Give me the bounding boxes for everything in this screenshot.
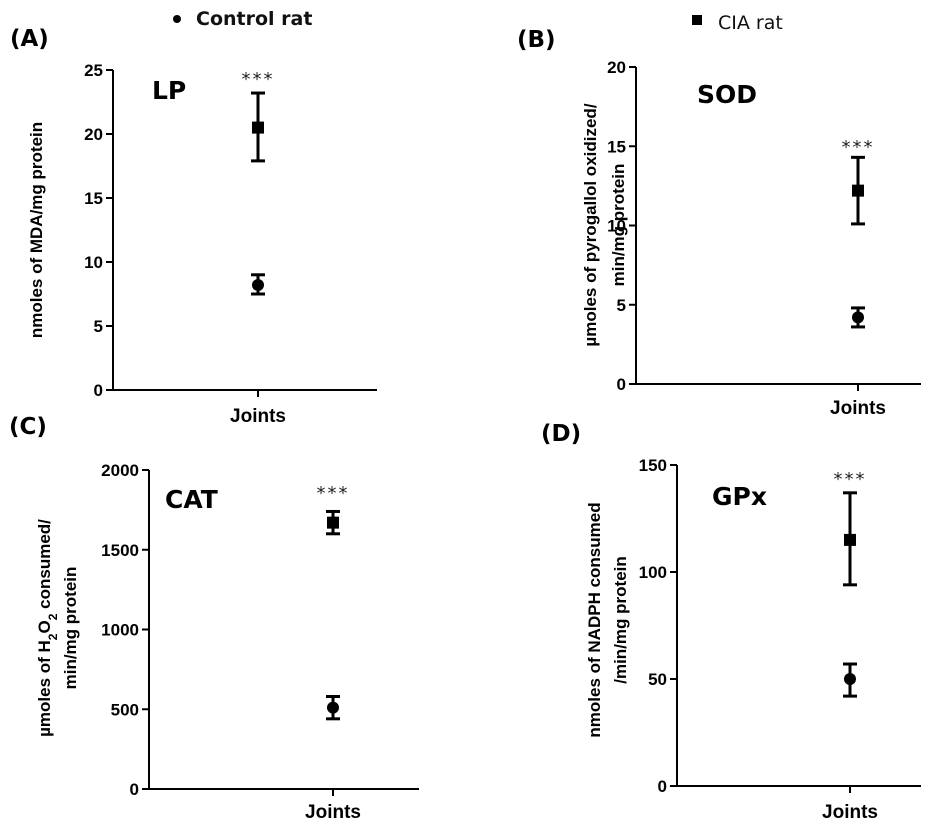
y-axis-label: nmoles of NADPH consumed <box>585 502 604 737</box>
y-axis-label: µmoles of pyrogallol oxidized/ <box>581 103 600 346</box>
y-tick-label: 1000 <box>101 621 139 640</box>
panel-label-d: (D) <box>541 421 582 447</box>
legend-control-marker <box>173 15 181 23</box>
chart-panel-d: 0 50 100 150 Joints GPx *** nmoles of NADPH con… <box>585 456 921 821</box>
legend-cia-marker <box>692 15 702 25</box>
cia-point <box>843 491 857 587</box>
y-tick-label: 5 <box>94 317 103 336</box>
legend-cia-label: CIA rat <box>718 12 783 34</box>
legend-control-label: Control rat <box>196 8 313 30</box>
y-axis-label: min/mg protein <box>61 567 80 690</box>
y-tick-label: 0 <box>658 777 667 796</box>
x-axis-label: Joints <box>230 406 286 427</box>
panel-title: SOD <box>697 80 757 109</box>
control-marker <box>252 279 264 292</box>
panel-title: GPx <box>712 482 767 511</box>
cia-marker <box>844 533 856 546</box>
y-axis-label-subscript: 2 <box>46 613 60 620</box>
y-tick-label: 0 <box>94 381 103 400</box>
cia-point <box>851 155 865 226</box>
panel-label-b: (B) <box>517 27 556 53</box>
panel-title: CAT <box>165 485 218 514</box>
y-tick-label: 10 <box>84 253 103 272</box>
chart-panel-b: 0 5 10 15 20 Joints SOD *** µmoles of pyrogallol… <box>581 58 921 419</box>
panel-title: LP <box>152 76 186 105</box>
y-tick-label: 20 <box>607 58 626 77</box>
y-tick-label: 0 <box>130 780 139 799</box>
y-axis-label-part: O <box>35 620 54 633</box>
y-tick-label: 15 <box>84 189 103 208</box>
y-axis-label: /min/mg protein <box>611 556 630 684</box>
control-point <box>843 662 857 698</box>
y-tick-label: 50 <box>648 670 667 689</box>
y-axis-label-subscript: 2 <box>46 633 60 640</box>
y-axis-label: µmoles of H2O2 consumed/ <box>35 519 60 737</box>
panel-label-c: (C) <box>9 414 47 440</box>
significance-label: *** <box>842 137 875 158</box>
y-tick-label: 20 <box>84 125 103 144</box>
significance-label: *** <box>317 483 350 504</box>
control-point <box>251 273 265 296</box>
cia-marker <box>252 121 264 134</box>
y-tick-label: 25 <box>84 61 103 80</box>
x-axis-label: Joints <box>305 802 361 821</box>
control-point <box>326 694 340 721</box>
y-tick-label: 1500 <box>101 541 139 560</box>
chart-panel-a: 0 5 10 15 20 25 Joints LP *** nmoles of MDA/mg pr… <box>27 61 377 427</box>
y-tick-label: 100 <box>639 563 667 582</box>
y-tick-label: 10 <box>607 217 626 236</box>
cia-marker <box>852 184 864 197</box>
control-marker <box>844 673 856 685</box>
x-axis-label: Joints <box>822 802 878 821</box>
control-marker <box>327 701 339 714</box>
y-axis-label: min/mg protein <box>609 164 628 287</box>
y-tick-label: 15 <box>607 137 626 156</box>
cia-point <box>326 509 340 536</box>
y-axis-label-part: consumed/ <box>35 519 54 614</box>
y-axis-label-part: µmoles of H <box>35 640 54 737</box>
significance-label: *** <box>834 469 867 490</box>
y-axis-label: nmoles of MDA/mg protein <box>27 122 46 338</box>
cia-point <box>251 91 265 163</box>
significance-label: *** <box>242 69 275 90</box>
panel-label-a: (A) <box>10 26 49 52</box>
y-tick-label: 500 <box>111 700 139 719</box>
control-point <box>851 306 865 329</box>
y-tick-label: 150 <box>639 456 667 475</box>
x-axis-label: Joints <box>830 398 886 419</box>
y-tick-label: 2000 <box>101 461 139 480</box>
y-tick-label: 0 <box>617 375 626 394</box>
y-tick-label: 5 <box>617 296 626 315</box>
control-marker <box>852 311 864 324</box>
cia-marker <box>327 516 339 529</box>
